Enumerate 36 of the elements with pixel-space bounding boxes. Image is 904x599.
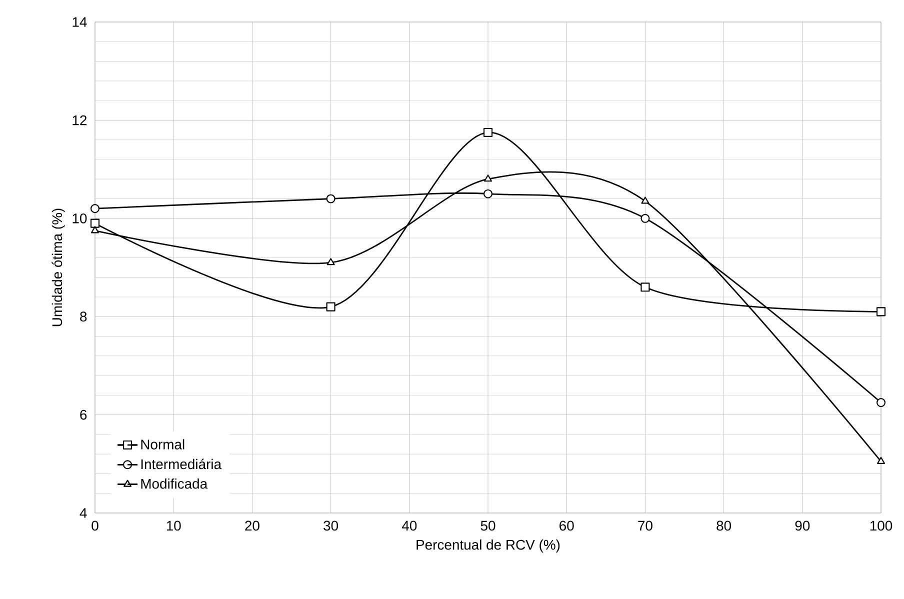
y-tick-label: 4: [80, 508, 87, 518]
y-tick-label: 6: [80, 410, 87, 420]
legend-label: Intermediária: [141, 458, 222, 470]
x-tick-label: 30: [324, 520, 338, 531]
point: [641, 196, 650, 204]
y-tick-label: 14: [72, 17, 87, 27]
point: [90, 218, 100, 228]
point: [326, 302, 336, 312]
x-tick-label: 0: [92, 520, 98, 531]
point: [326, 194, 336, 204]
x-tick-label: 90: [795, 520, 810, 531]
x-tick-label: 100: [870, 520, 892, 531]
point: [483, 128, 493, 138]
x-tick-label: 70: [638, 520, 652, 531]
legend-label: Normal: [141, 439, 184, 450]
x-tick-label: 50: [480, 520, 496, 531]
point: [483, 189, 493, 198]
point: [326, 258, 335, 266]
x-tick-label: 60: [560, 520, 574, 531]
x-tick-label: 40: [402, 520, 417, 531]
point: [640, 282, 650, 292]
point: [877, 456, 886, 464]
x-axis-title: Percentual de RCV (%): [416, 539, 560, 552]
point: [90, 204, 100, 214]
y-tick-label: 10: [72, 213, 87, 224]
legend-label: Modificada: [141, 478, 208, 489]
y-axis-title: Umidade ótima (%): [52, 208, 65, 326]
y-tick-label: 12: [72, 115, 87, 126]
point: [876, 398, 886, 408]
point: [640, 214, 650, 223]
point: [484, 174, 492, 182]
point: [876, 307, 886, 316]
y-tick-label: 8: [80, 312, 87, 322]
x-tick-label: 20: [245, 520, 260, 531]
x-tick-label: 80: [716, 520, 732, 531]
x-tick-label: 10: [166, 520, 181, 531]
